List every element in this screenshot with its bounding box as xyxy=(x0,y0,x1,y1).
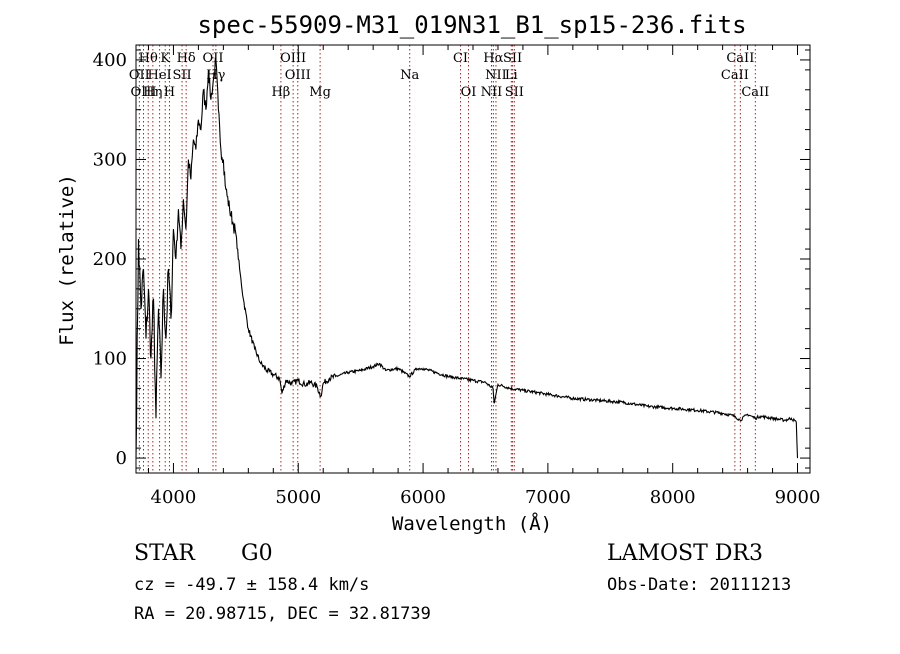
spectral-line-label: H xyxy=(164,85,175,100)
spectral-line-label: OIII xyxy=(280,51,306,66)
spectral-line-label: CI xyxy=(453,51,468,66)
y-tick-label: 200 xyxy=(93,249,127,270)
spectral-line-label: OII xyxy=(129,68,150,83)
spectral-line-label: SII xyxy=(505,85,524,100)
spectral-line-label: OIII xyxy=(130,85,156,100)
spectral-line-label: OII xyxy=(203,51,224,66)
x-tick-label: 6000 xyxy=(400,487,446,508)
spectral-line-label: Hγ xyxy=(206,68,225,83)
spectral-line-label: OI xyxy=(461,85,477,100)
spectral-line-label: SII xyxy=(172,68,191,83)
x-tick-label: 7000 xyxy=(525,487,571,508)
axis-ticks: 4000 5000 6000 7000 8000 9000 0 100 200 300 400 xyxy=(93,45,821,508)
spectral-line-label: NII xyxy=(481,85,503,100)
y-tick-label: 400 xyxy=(93,50,127,71)
spectral-line-label: K xyxy=(160,51,170,66)
spectral-line-label: Hη xyxy=(143,85,162,100)
spectral-line-label: Hθ xyxy=(139,51,158,66)
spectral-line-label: Li xyxy=(505,68,518,83)
x-axis-label: Wavelength (Å) xyxy=(392,512,552,535)
y-axis-label: Flux (relative) xyxy=(56,174,78,346)
y-tick-label: 100 xyxy=(93,349,127,370)
survey-name: LAMOST DR3 xyxy=(607,541,763,566)
spectral-line-label: Na xyxy=(400,68,419,83)
chart-title: spec-55909-M31_019N31_B1_sp15-236.fits xyxy=(197,11,746,39)
spectral-line-label: Hα xyxy=(483,51,503,66)
observation-date: Obs-Date: 20111213 xyxy=(607,575,791,595)
spectral-line-label: CaII xyxy=(721,68,749,83)
spectral-line-label: CaII xyxy=(726,51,754,66)
object-subclass: G0 xyxy=(241,541,273,566)
object-class: STAR xyxy=(134,541,196,566)
spectral-line-label: NII xyxy=(485,68,507,83)
x-tick-label: 9000 xyxy=(775,487,821,508)
spectral-line-label: Hβ xyxy=(271,85,290,100)
spectral-line-label: OIII xyxy=(285,68,311,83)
x-tick-label: 5000 xyxy=(275,487,321,508)
x-tick-label: 4000 xyxy=(151,487,197,508)
y-tick-label: 300 xyxy=(93,149,127,170)
spectral-line-label: Hδ xyxy=(177,51,196,66)
x-tick-label: 8000 xyxy=(650,487,696,508)
y-tick-label: 0 xyxy=(116,448,127,469)
spectral-line-label: SII xyxy=(503,51,522,66)
plot-frame xyxy=(135,44,811,474)
spectral-line-markers xyxy=(138,45,756,473)
ra-dec-coordinates: RA = 20.98715, DEC = 32.81739 xyxy=(134,604,431,624)
spectrum-line xyxy=(135,57,799,459)
spectral-line-label: Mg xyxy=(309,85,331,100)
spectral-line-label: CaII xyxy=(741,85,769,100)
redshift-cz: cz = -49.7 ± 158.4 km/s xyxy=(134,575,369,595)
spectral-line-label: HeI xyxy=(148,68,172,83)
